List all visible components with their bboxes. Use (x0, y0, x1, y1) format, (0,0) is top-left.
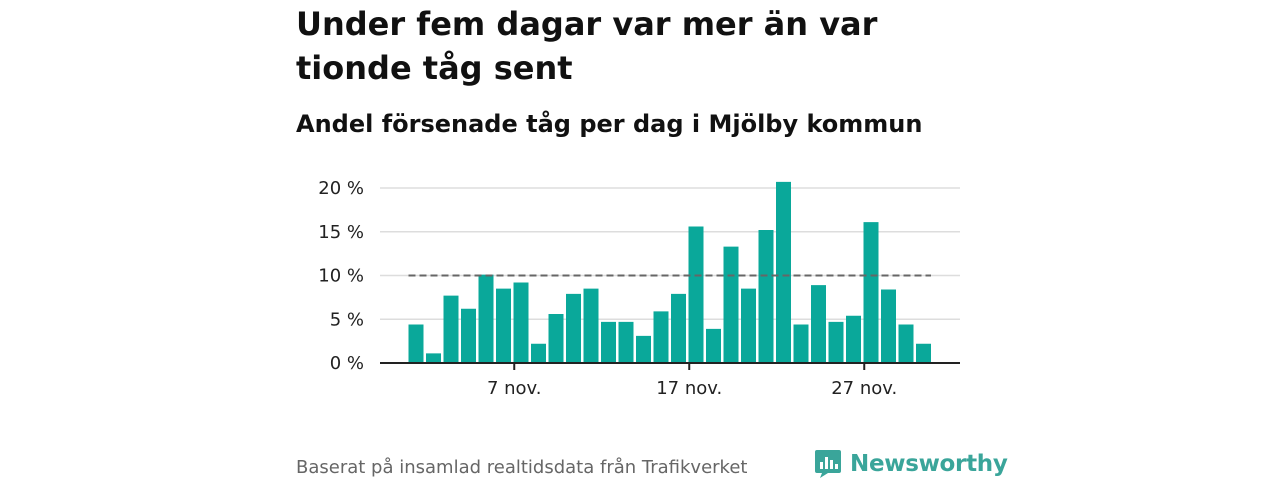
bar (426, 353, 441, 363)
bar (461, 308, 476, 363)
bar (846, 315, 861, 363)
y-tick-label: 10 % (318, 266, 364, 287)
chart-card: Under fem dagar var mer än var tionde tå… (296, 0, 1008, 480)
bar (671, 293, 686, 363)
bar (583, 288, 599, 363)
bar (566, 293, 581, 363)
bar (793, 324, 809, 363)
chart-title: Under fem dagar var mer än var tionde tå… (296, 5, 878, 87)
bar (478, 274, 494, 363)
x-tick-label: 7 nov. (487, 378, 542, 399)
bar (916, 343, 931, 363)
bar (653, 311, 669, 363)
y-tick-label: 15 % (318, 222, 364, 243)
bar (863, 222, 879, 363)
bar (688, 226, 704, 363)
bar (881, 289, 896, 363)
bar-chart: 0 % 5 % 10 % 15 % 20 % 7 nov. 17 nov. 27 nov. (318, 178, 960, 399)
bar (723, 246, 739, 363)
bar (811, 285, 826, 363)
bar (443, 295, 459, 363)
bar (513, 282, 529, 363)
source-note: Baserat på insamlad realtidsdata från Tr… (296, 457, 748, 478)
brand-name: Newsworthy (850, 451, 1008, 477)
bar (618, 321, 634, 363)
bar (408, 324, 424, 363)
newsworthy-logo-icon (815, 450, 841, 478)
bar (741, 288, 756, 363)
bar (776, 181, 791, 363)
bar (636, 335, 651, 363)
bar (828, 321, 844, 363)
bar (548, 314, 564, 363)
bar (601, 321, 616, 363)
y-tick-label: 0 % (330, 353, 364, 374)
bar (496, 288, 511, 363)
bar (706, 328, 721, 363)
x-tick-label: 17 nov. (656, 378, 722, 399)
bar (531, 343, 546, 363)
x-tick-label: 27 nov. (831, 378, 897, 399)
bar (758, 230, 774, 363)
brand-logo: Newsworthy (814, 446, 1008, 482)
bar (898, 324, 914, 363)
y-tick-label: 5 % (330, 309, 364, 330)
y-tick-label: 20 % (318, 178, 364, 199)
chart-subtitle: Andel försenade tåg per dag i Mjölby kom… (296, 110, 923, 138)
